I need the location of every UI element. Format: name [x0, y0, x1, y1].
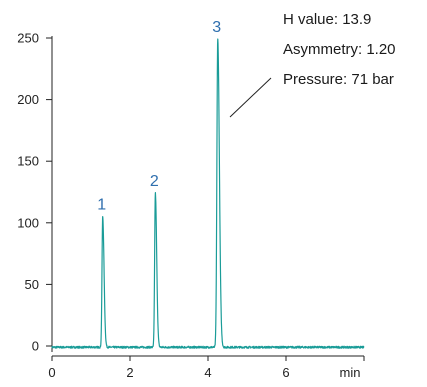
y-tick-label: 50: [25, 277, 39, 292]
y-tick-label: 200: [17, 92, 39, 107]
y-tick-label: 150: [17, 154, 39, 169]
annotation-pointer-line: [229, 77, 272, 118]
x-axis: 0 2 4 6 min: [48, 355, 365, 380]
peak-label-2: 2: [150, 173, 159, 190]
peak-labels: 1 2 3: [97, 19, 221, 213]
annotation-pressure: Pressure: 71 bar: [283, 71, 394, 88]
chromatogram-trace-group: [51, 38, 365, 349]
y-axis: 0 50 100 150 200 250: [17, 31, 53, 354]
annotation-block: H value: 13.9 Asymmetry: 1.20 Pressure: …: [229, 11, 396, 118]
x-tick-label: 6: [282, 365, 289, 380]
x-tick-label: 4: [204, 365, 211, 380]
x-tick-label: 0: [48, 365, 55, 380]
y-tick-label: 0: [32, 339, 39, 354]
y-tick-label: 100: [17, 215, 39, 230]
x-tick-label: 2: [126, 365, 133, 380]
annotation-h-value: H value: 13.9: [283, 11, 371, 28]
peak-label-3: 3: [212, 19, 221, 36]
chromatogram-trace-line: [51, 38, 365, 349]
annotation-asymmetry: Asymmetry: 1.20: [283, 41, 396, 58]
y-tick-label: 250: [17, 31, 39, 46]
peak-label-1: 1: [97, 197, 106, 214]
x-unit-label: min: [340, 365, 361, 380]
